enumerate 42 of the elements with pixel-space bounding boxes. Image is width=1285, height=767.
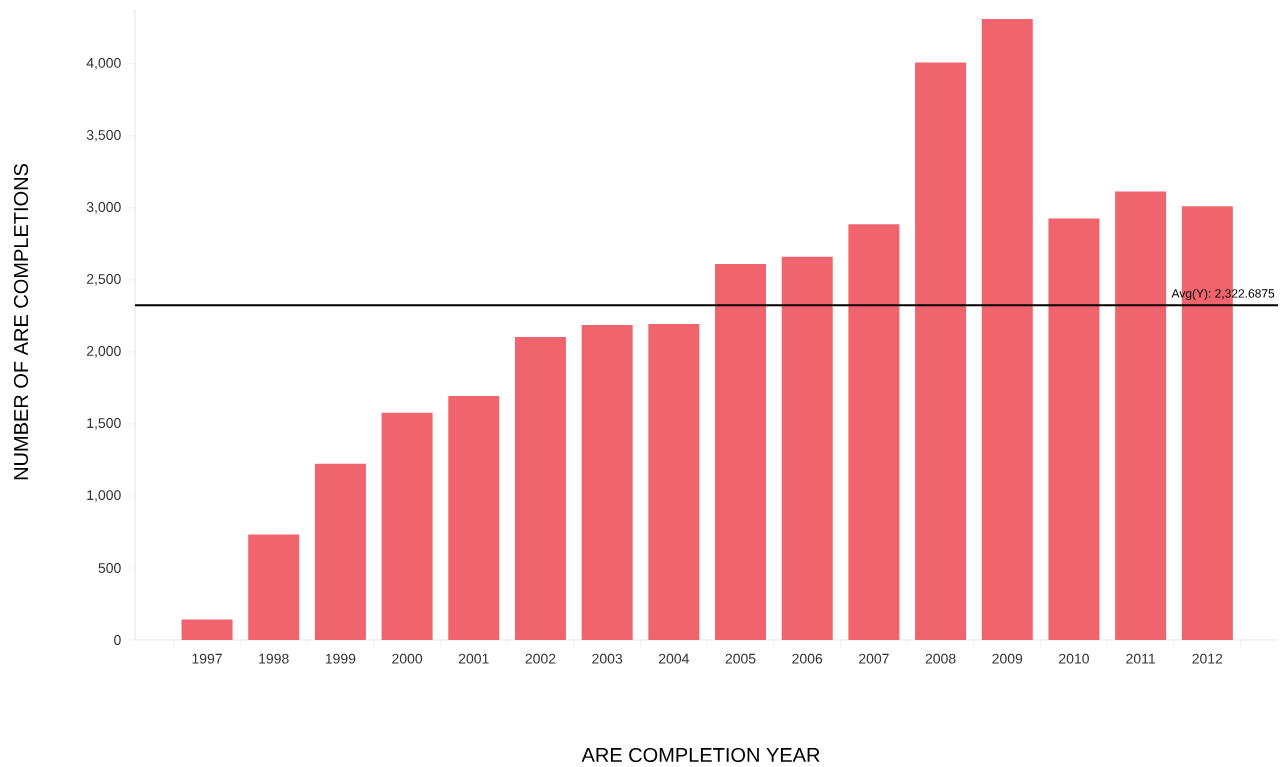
bar — [915, 62, 967, 640]
y-tick-label: 0 — [114, 635, 121, 645]
y-tick-label: 1,000 — [87, 490, 121, 502]
y-tick-label: 500 — [98, 563, 121, 573]
x-axis-title: ARE COMPLETION YEAR — [581, 747, 820, 763]
x-tick-label: 1997 — [192, 653, 222, 664]
bar — [514, 337, 566, 640]
y-axis-title: NUMBER OF ARE COMPLETIONS — [13, 164, 29, 480]
bar — [715, 263, 767, 640]
bar — [381, 412, 433, 640]
y-tick-label: 4,000 — [86, 57, 121, 70]
x-tick-label: 2000 — [392, 653, 423, 664]
y-tick-label: 3,000 — [86, 202, 121, 214]
bar — [848, 224, 900, 640]
y-tick-label: 2,500 — [86, 274, 121, 286]
bar — [181, 619, 233, 640]
x-tick-label: 2007 — [859, 653, 889, 664]
bar — [314, 463, 366, 640]
y-tick-label: 3,500 — [86, 129, 121, 142]
bar — [648, 324, 700, 640]
x-tick-label: 2008 — [925, 653, 956, 664]
x-tick-label: 2012 — [1192, 653, 1223, 664]
bar — [581, 324, 633, 640]
bar — [248, 534, 300, 640]
bar — [781, 256, 833, 640]
bar — [448, 396, 500, 640]
x-tick-label: 2009 — [992, 653, 1023, 664]
x-tick-label: 2010 — [1059, 653, 1089, 664]
x-tick-label: 2006 — [792, 653, 823, 664]
x-tick-label: 1999 — [325, 653, 356, 664]
x-tick-label: 1998 — [259, 653, 289, 664]
x-tick-label: 2004 — [658, 653, 689, 664]
bar — [1048, 218, 1100, 640]
bar — [1115, 191, 1167, 640]
x-tick-label: 2002 — [525, 653, 556, 664]
x-tick-label: 2005 — [725, 653, 756, 664]
x-tick-label: 2001 — [458, 653, 489, 664]
x-tick-label: 2011 — [1126, 653, 1155, 664]
x-tick-label: 2003 — [592, 653, 623, 664]
y-tick-label: 1,500 — [87, 418, 121, 430]
y-tick-label: 2,000 — [86, 346, 121, 358]
bar — [981, 19, 1033, 640]
